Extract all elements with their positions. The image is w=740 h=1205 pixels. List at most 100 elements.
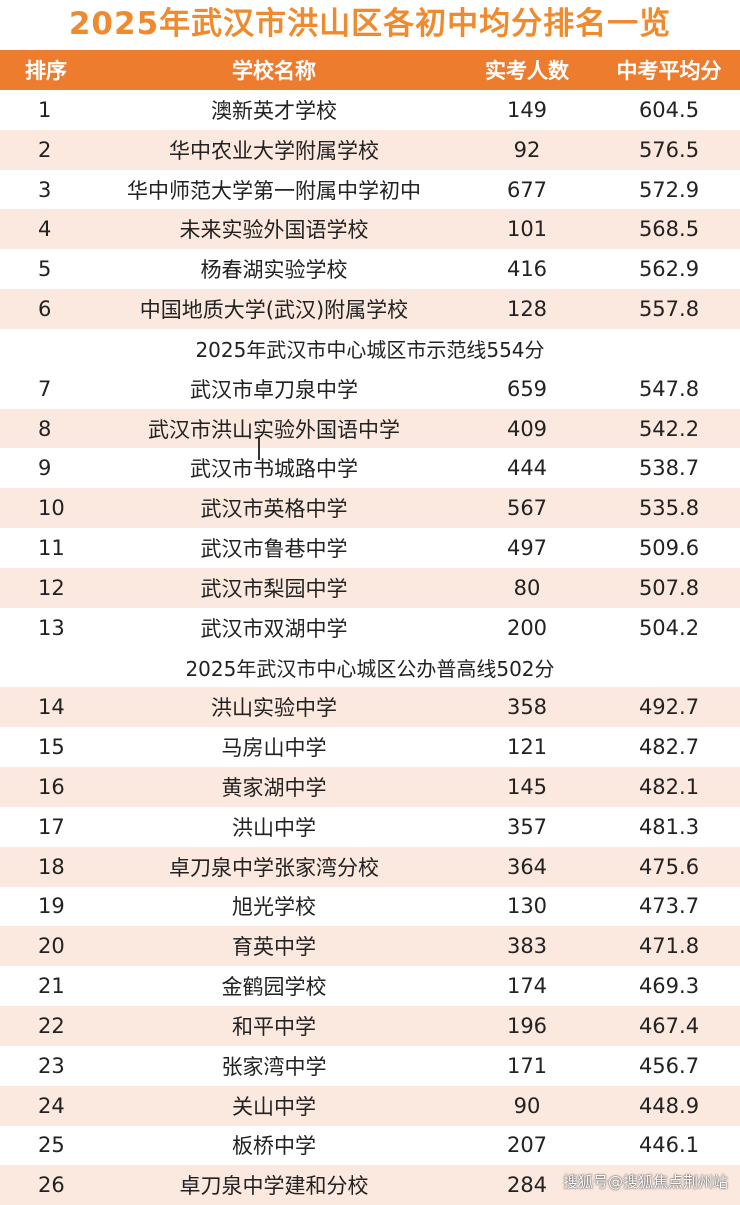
cell-rank: 19 — [0, 886, 92, 927]
cell-school: 华中师范大学第一附属中学初中 — [92, 169, 456, 210]
table-row: 9 武汉市书城路中学 444 538.7 — [0, 448, 740, 489]
cell-school: 马房山中学 — [92, 727, 456, 768]
cell-school: 杨春湖实验学校 — [92, 249, 456, 290]
cell-count: 659 — [456, 368, 598, 409]
cell-rank: 9 — [0, 448, 92, 489]
cell-count: 677 — [456, 169, 598, 210]
table-row: 8 武汉市洪山实验外国语中学 409 542.2 — [0, 408, 740, 449]
table-row: 22 和平中学 196 467.4 — [0, 1006, 740, 1046]
cell-rank: 16 — [0, 767, 92, 807]
cell-school: 华中农业大学附属学校 — [92, 129, 456, 170]
cell-avg: 542.2 — [598, 408, 740, 449]
cell-count: 101 — [456, 209, 598, 250]
table-row: 24 关山中学 90 448.9 — [0, 1085, 740, 1126]
header-avg: 中考平均分 — [598, 50, 740, 90]
cell-avg: 576.5 — [598, 129, 740, 170]
cell-avg: 456.7 — [598, 1045, 740, 1086]
table-row: 19 旭光学校 130 473.7 — [0, 886, 740, 927]
threshold-row: 2025年武汉市中心城区市示范线554分 — [0, 328, 740, 369]
cell-rank: 20 — [0, 926, 92, 967]
cell-school: 武汉市洪山实验外国语中学 — [92, 408, 456, 449]
cell-avg: 538.7 — [598, 448, 740, 489]
cell-avg: 572.9 — [598, 169, 740, 210]
header-school: 学校名称 — [92, 50, 456, 90]
cell-school: 洪山实验中学 — [92, 687, 456, 728]
cell-avg: 446.1 — [598, 1125, 740, 1166]
cell-avg: 504.2 — [598, 607, 740, 648]
table-body: 1 澳新英才学校 149 604.5 2 华中农业大学附属学校 92 576.5 3 华中师范大学… — [0, 90, 740, 1205]
cell-rank: 5 — [0, 249, 92, 290]
cell-rank: 13 — [0, 607, 92, 648]
cell-count: 174 — [456, 966, 598, 1007]
table-header-row: 排序 学校名称 实考人数 中考平均分 — [0, 50, 740, 90]
cell-school: 张家湾中学 — [92, 1045, 456, 1086]
cell-count: 121 — [456, 727, 598, 768]
cell-count: 358 — [456, 687, 598, 728]
cell-count: 80 — [456, 567, 598, 608]
cell-avg: 492.7 — [598, 687, 740, 728]
table-row: 14 洪山实验中学 358 492.7 — [0, 687, 740, 728]
cell-avg: 482.7 — [598, 727, 740, 768]
cell-school: 武汉市书城路中学 — [92, 448, 456, 489]
table-row: 20 育英中学 383 471.8 — [0, 926, 740, 967]
header-rank: 排序 — [0, 50, 92, 90]
cell-count: 128 — [456, 289, 598, 329]
cell-count: 416 — [456, 249, 598, 290]
cell-school: 卓刀泉中学建和分校 — [92, 1165, 456, 1205]
cell-rank: 1 — [0, 90, 92, 130]
cell-avg: 509.6 — [598, 528, 740, 568]
cell-rank: 26 — [0, 1165, 92, 1205]
cell-school: 未来实验外国语学校 — [92, 209, 456, 250]
cell-rank: 6 — [0, 289, 92, 329]
cell-avg: 469.3 — [598, 966, 740, 1007]
cell-school: 育英中学 — [92, 926, 456, 967]
cell-count: 130 — [456, 886, 598, 927]
cell-rank: 23 — [0, 1045, 92, 1086]
cell-avg: 448.9 — [598, 1085, 740, 1126]
cell-avg: 507.8 — [598, 567, 740, 608]
table-row: 4 未来实验外国语学校 101 568.5 — [0, 209, 740, 250]
cell-rank: 18 — [0, 846, 92, 887]
cell-rank: 3 — [0, 169, 92, 210]
cell-avg: 568.5 — [598, 209, 740, 250]
cell-rank: 15 — [0, 727, 92, 768]
cell-count: 567 — [456, 488, 598, 529]
cell-avg: 562.9 — [598, 249, 740, 290]
cell-school: 关山中学 — [92, 1085, 456, 1126]
cell-rank: 25 — [0, 1125, 92, 1166]
cell-avg: 471.8 — [598, 926, 740, 967]
text-cursor-icon — [258, 436, 268, 460]
cell-school: 中国地质大学(武汉)附属学校 — [92, 289, 456, 329]
cell-count: 92 — [456, 129, 598, 170]
cell-school: 武汉市卓刀泉中学 — [92, 368, 456, 409]
header-count: 实考人数 — [456, 50, 598, 90]
cell-rank: 4 — [0, 209, 92, 250]
cell-rank: 24 — [0, 1085, 92, 1126]
cell-school: 黄家湖中学 — [92, 767, 456, 807]
cell-rank: 8 — [0, 408, 92, 449]
cell-avg: 557.8 — [598, 289, 740, 329]
cell-count: 357 — [456, 806, 598, 847]
threshold-label: 2025年武汉市中心城区市示范线554分 — [0, 328, 740, 369]
cell-count: 145 — [456, 767, 598, 807]
cell-school: 板桥中学 — [92, 1125, 456, 1166]
cell-count: 200 — [456, 607, 598, 648]
table-row: 3 华中师范大学第一附属中学初中 677 572.9 — [0, 169, 740, 210]
table-row: 12 武汉市梨园中学 80 507.8 — [0, 567, 740, 608]
table-row: 16 黄家湖中学 145 482.1 — [0, 767, 740, 807]
table-row: 21 金鹤园学校 174 469.3 — [0, 966, 740, 1007]
table-row: 15 马房山中学 121 482.7 — [0, 727, 740, 768]
cell-rank: 14 — [0, 687, 92, 728]
cell-school: 旭光学校 — [92, 886, 456, 927]
cell-school: 武汉市双湖中学 — [92, 607, 456, 648]
cell-school: 澳新英才学校 — [92, 90, 456, 130]
cell-count: 207 — [456, 1125, 598, 1166]
cell-rank: 10 — [0, 488, 92, 529]
cell-count: 409 — [456, 408, 598, 449]
table-row: 18 卓刀泉中学张家湾分校 364 475.6 — [0, 846, 740, 887]
cell-rank: 21 — [0, 966, 92, 1007]
table-row: 10 武汉市英格中学 567 535.8 — [0, 488, 740, 529]
table-row: 1 澳新英才学校 149 604.5 — [0, 90, 740, 130]
cell-school: 武汉市英格中学 — [92, 488, 456, 529]
cell-avg: 475.6 — [598, 846, 740, 887]
